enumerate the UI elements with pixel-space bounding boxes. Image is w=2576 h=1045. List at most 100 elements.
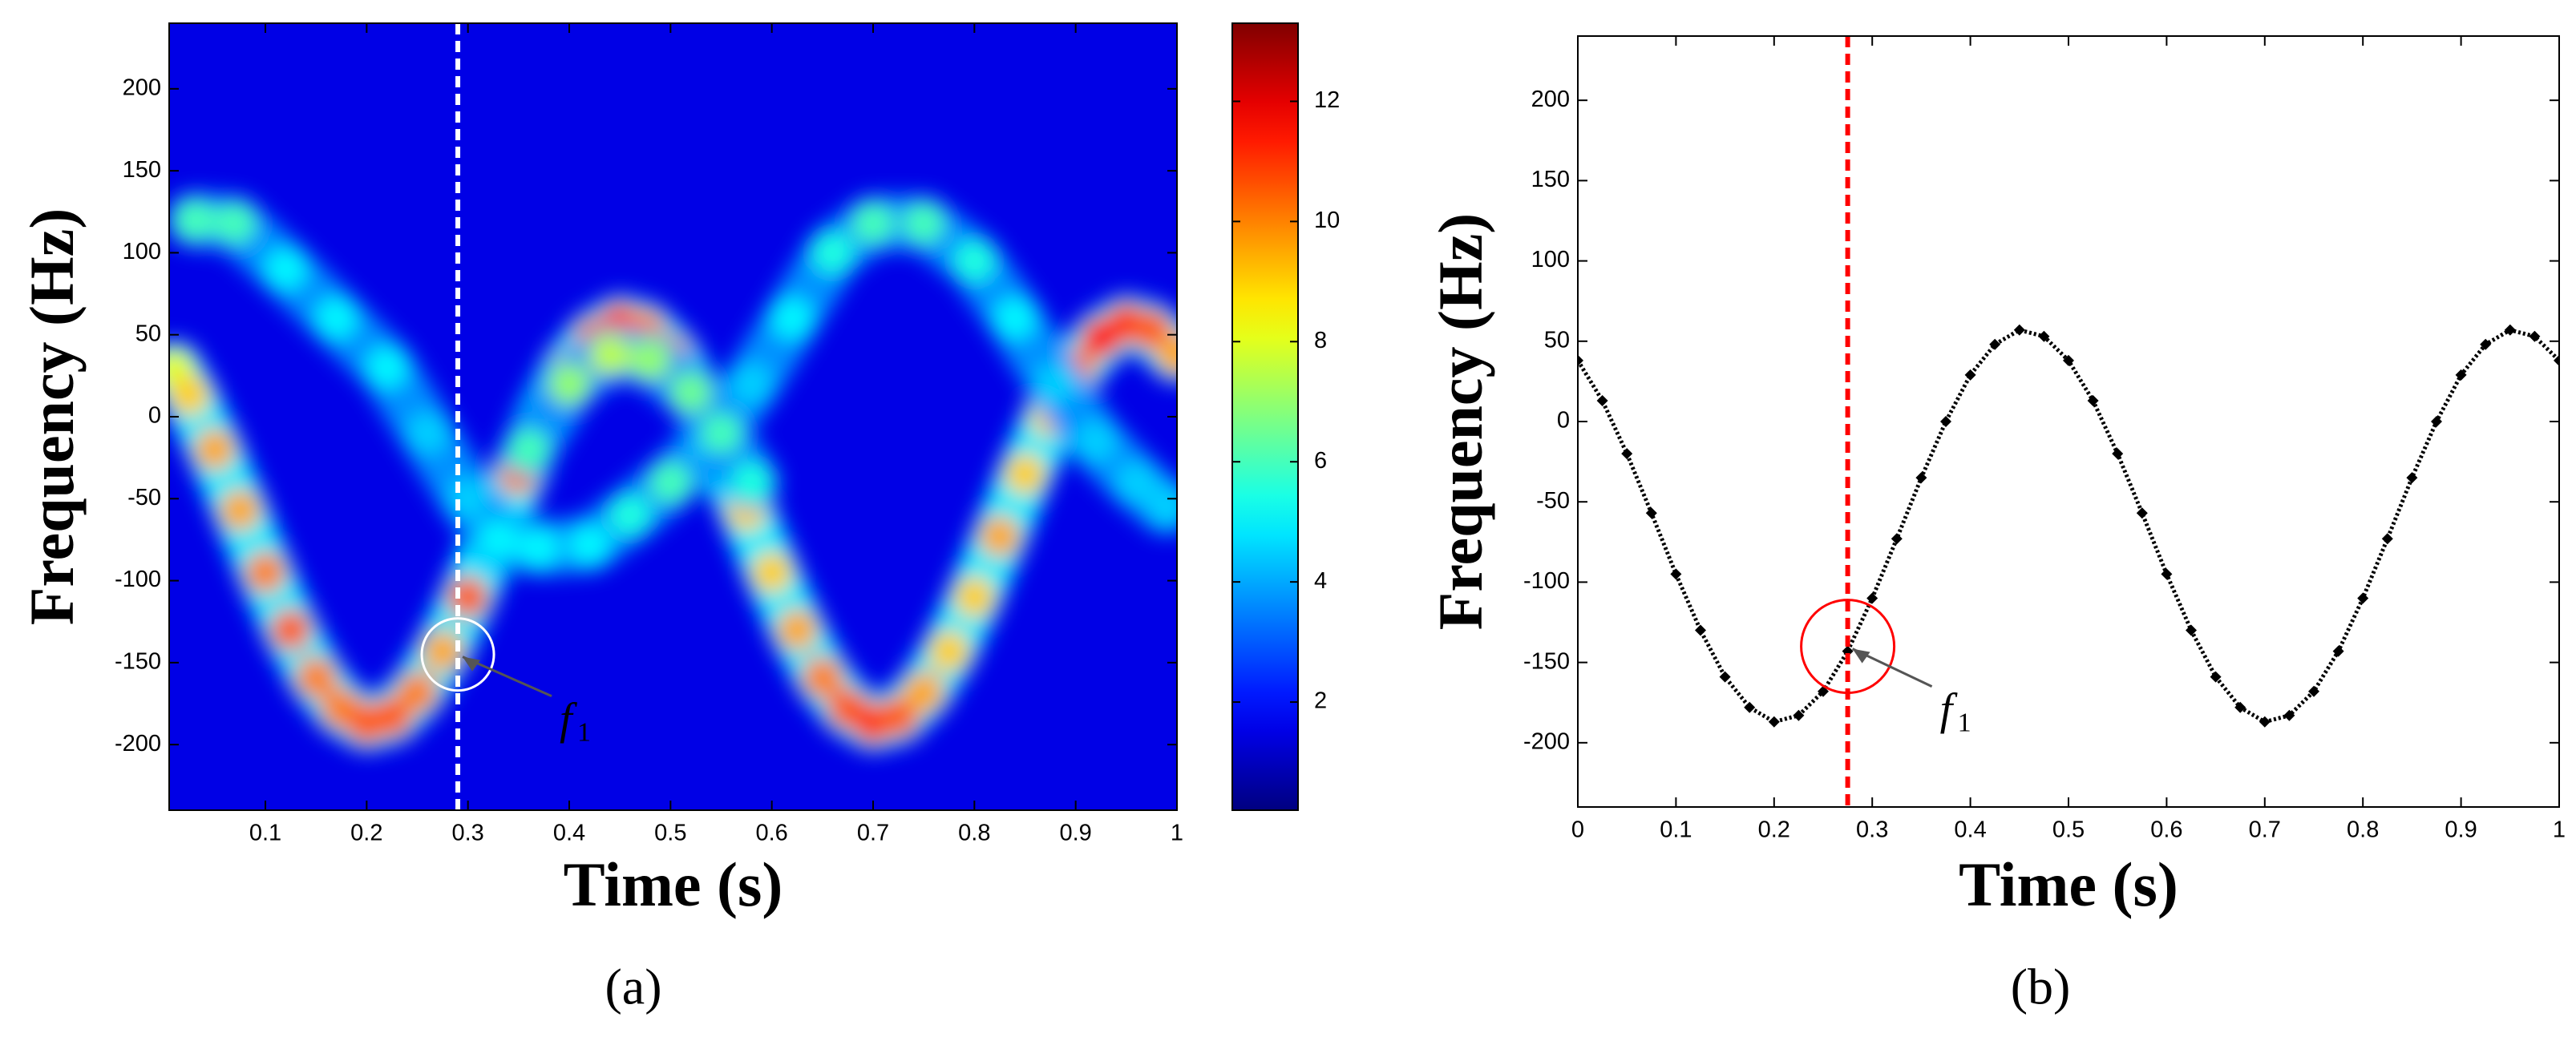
point (1719, 671, 1731, 683)
point (1670, 568, 1682, 580)
heatmap-cell (214, 202, 257, 244)
heatmap-cell (811, 232, 854, 274)
colorbar-tick-label: 12 (1314, 87, 1340, 113)
point (1768, 716, 1780, 728)
point (2529, 330, 2541, 342)
point (1989, 338, 2001, 350)
point (2087, 394, 2099, 406)
y-tick-label: -200 (115, 731, 161, 757)
heatmap-cell (193, 428, 236, 470)
heatmap-cell (903, 202, 945, 244)
point (2554, 354, 2559, 366)
y-tick-label: -150 (1523, 648, 1570, 674)
heatmap-cell (265, 248, 307, 290)
heatmap-cell (1004, 453, 1046, 495)
x-axis-label: Time (s) (564, 849, 783, 919)
y-tick-label: 200 (1531, 87, 1570, 112)
annotation-arrowhead (1852, 648, 1870, 664)
x-tick-label: 0.1 (249, 821, 281, 846)
heatmap-cell (219, 489, 261, 531)
annotation-circle (1800, 599, 1896, 695)
y-tick-label: 150 (123, 157, 161, 183)
point (2332, 645, 2344, 657)
annotation-arrowhead (463, 656, 481, 672)
point (1842, 645, 1854, 657)
colorbar-tick-label: 8 (1314, 328, 1327, 353)
heatmap-cell (588, 333, 631, 376)
point (2161, 568, 2173, 580)
point (1578, 354, 1583, 366)
point (1596, 394, 1608, 406)
point (2283, 709, 2295, 721)
heatmap-cell (315, 297, 358, 340)
point (1695, 624, 1706, 636)
x-tick-label: 0.4 (553, 821, 585, 846)
point (2381, 533, 2393, 545)
heatmap-cell (609, 494, 651, 536)
x-tick-label: 1 (1171, 821, 1183, 846)
x-tick-label: 0.6 (756, 821, 788, 846)
heatmap-cell (548, 363, 591, 405)
heatmap-cell (953, 240, 996, 282)
y-tick-label: -200 (1523, 728, 1570, 754)
annotation-circle (420, 617, 495, 692)
heatmap-cell (366, 346, 408, 389)
heatmap-cell (477, 518, 520, 561)
y-tick-label: 50 (135, 321, 161, 346)
heatmap-cell (422, 630, 464, 672)
point (2234, 701, 2246, 713)
heatmap-cell (953, 576, 996, 619)
colorbar-tick-label: 2 (1314, 688, 1327, 714)
y-tick-label: 50 (1544, 327, 1570, 353)
heatmap-blur (169, 192, 1177, 752)
heatmap-cell (993, 297, 1036, 340)
heatmap-cell (1074, 420, 1117, 462)
colorbar (1231, 22, 1299, 811)
point (1891, 533, 1903, 545)
x-axis-label: Time (s) (1959, 849, 2178, 919)
point (2259, 716, 2271, 728)
x-tick-label: 0.9 (2445, 817, 2477, 843)
y-tick-label: 150 (1531, 167, 1570, 192)
y-tick-label: -100 (1523, 568, 1570, 594)
point (2455, 369, 2467, 381)
heatmap-cell (903, 671, 945, 713)
point (1964, 369, 1976, 381)
y-tick-label: 0 (1557, 408, 1570, 434)
heatmap-cell (730, 461, 773, 503)
y-tick-label: -100 (115, 567, 161, 592)
point (2406, 472, 2418, 484)
heatmap-cell (169, 374, 211, 417)
heatmap-cell (700, 412, 742, 454)
heatmap-cell (1146, 486, 1177, 528)
heatmap-cell (447, 478, 489, 520)
point (2480, 338, 2492, 350)
y-tick-label: -150 (115, 649, 161, 675)
point (2431, 416, 2442, 427)
x-tick-label: 1 (2553, 817, 2566, 843)
x-tick-label: 0.2 (350, 821, 382, 846)
heatmap-cell (508, 428, 550, 470)
annotation-label-sub: 1 (1958, 708, 1971, 737)
heatmap-cell (629, 338, 672, 381)
point (1793, 709, 1805, 721)
y-tick-label: -50 (1536, 488, 1570, 514)
point (1866, 592, 1878, 604)
x-tick-label: 0.9 (1060, 821, 1092, 846)
heatmap-cell (396, 671, 439, 713)
x-tick-label: 0 (1571, 817, 1584, 843)
heatmap-cell (770, 297, 813, 340)
y-tick-label: -50 (127, 485, 161, 510)
colorbar-tick-label: 10 (1314, 208, 1340, 233)
x-tick-label: 0.4 (1954, 817, 1986, 843)
heatmap-cell (518, 527, 560, 569)
heatmap-cell (928, 630, 970, 672)
x-tick-label: 0.8 (958, 821, 990, 846)
point (2013, 324, 2025, 336)
point (2112, 448, 2124, 460)
heatmap-cell (669, 371, 712, 414)
x-tick-label: 0.3 (452, 821, 484, 846)
panel-label: (a) (605, 958, 661, 1015)
point (2038, 330, 2050, 342)
